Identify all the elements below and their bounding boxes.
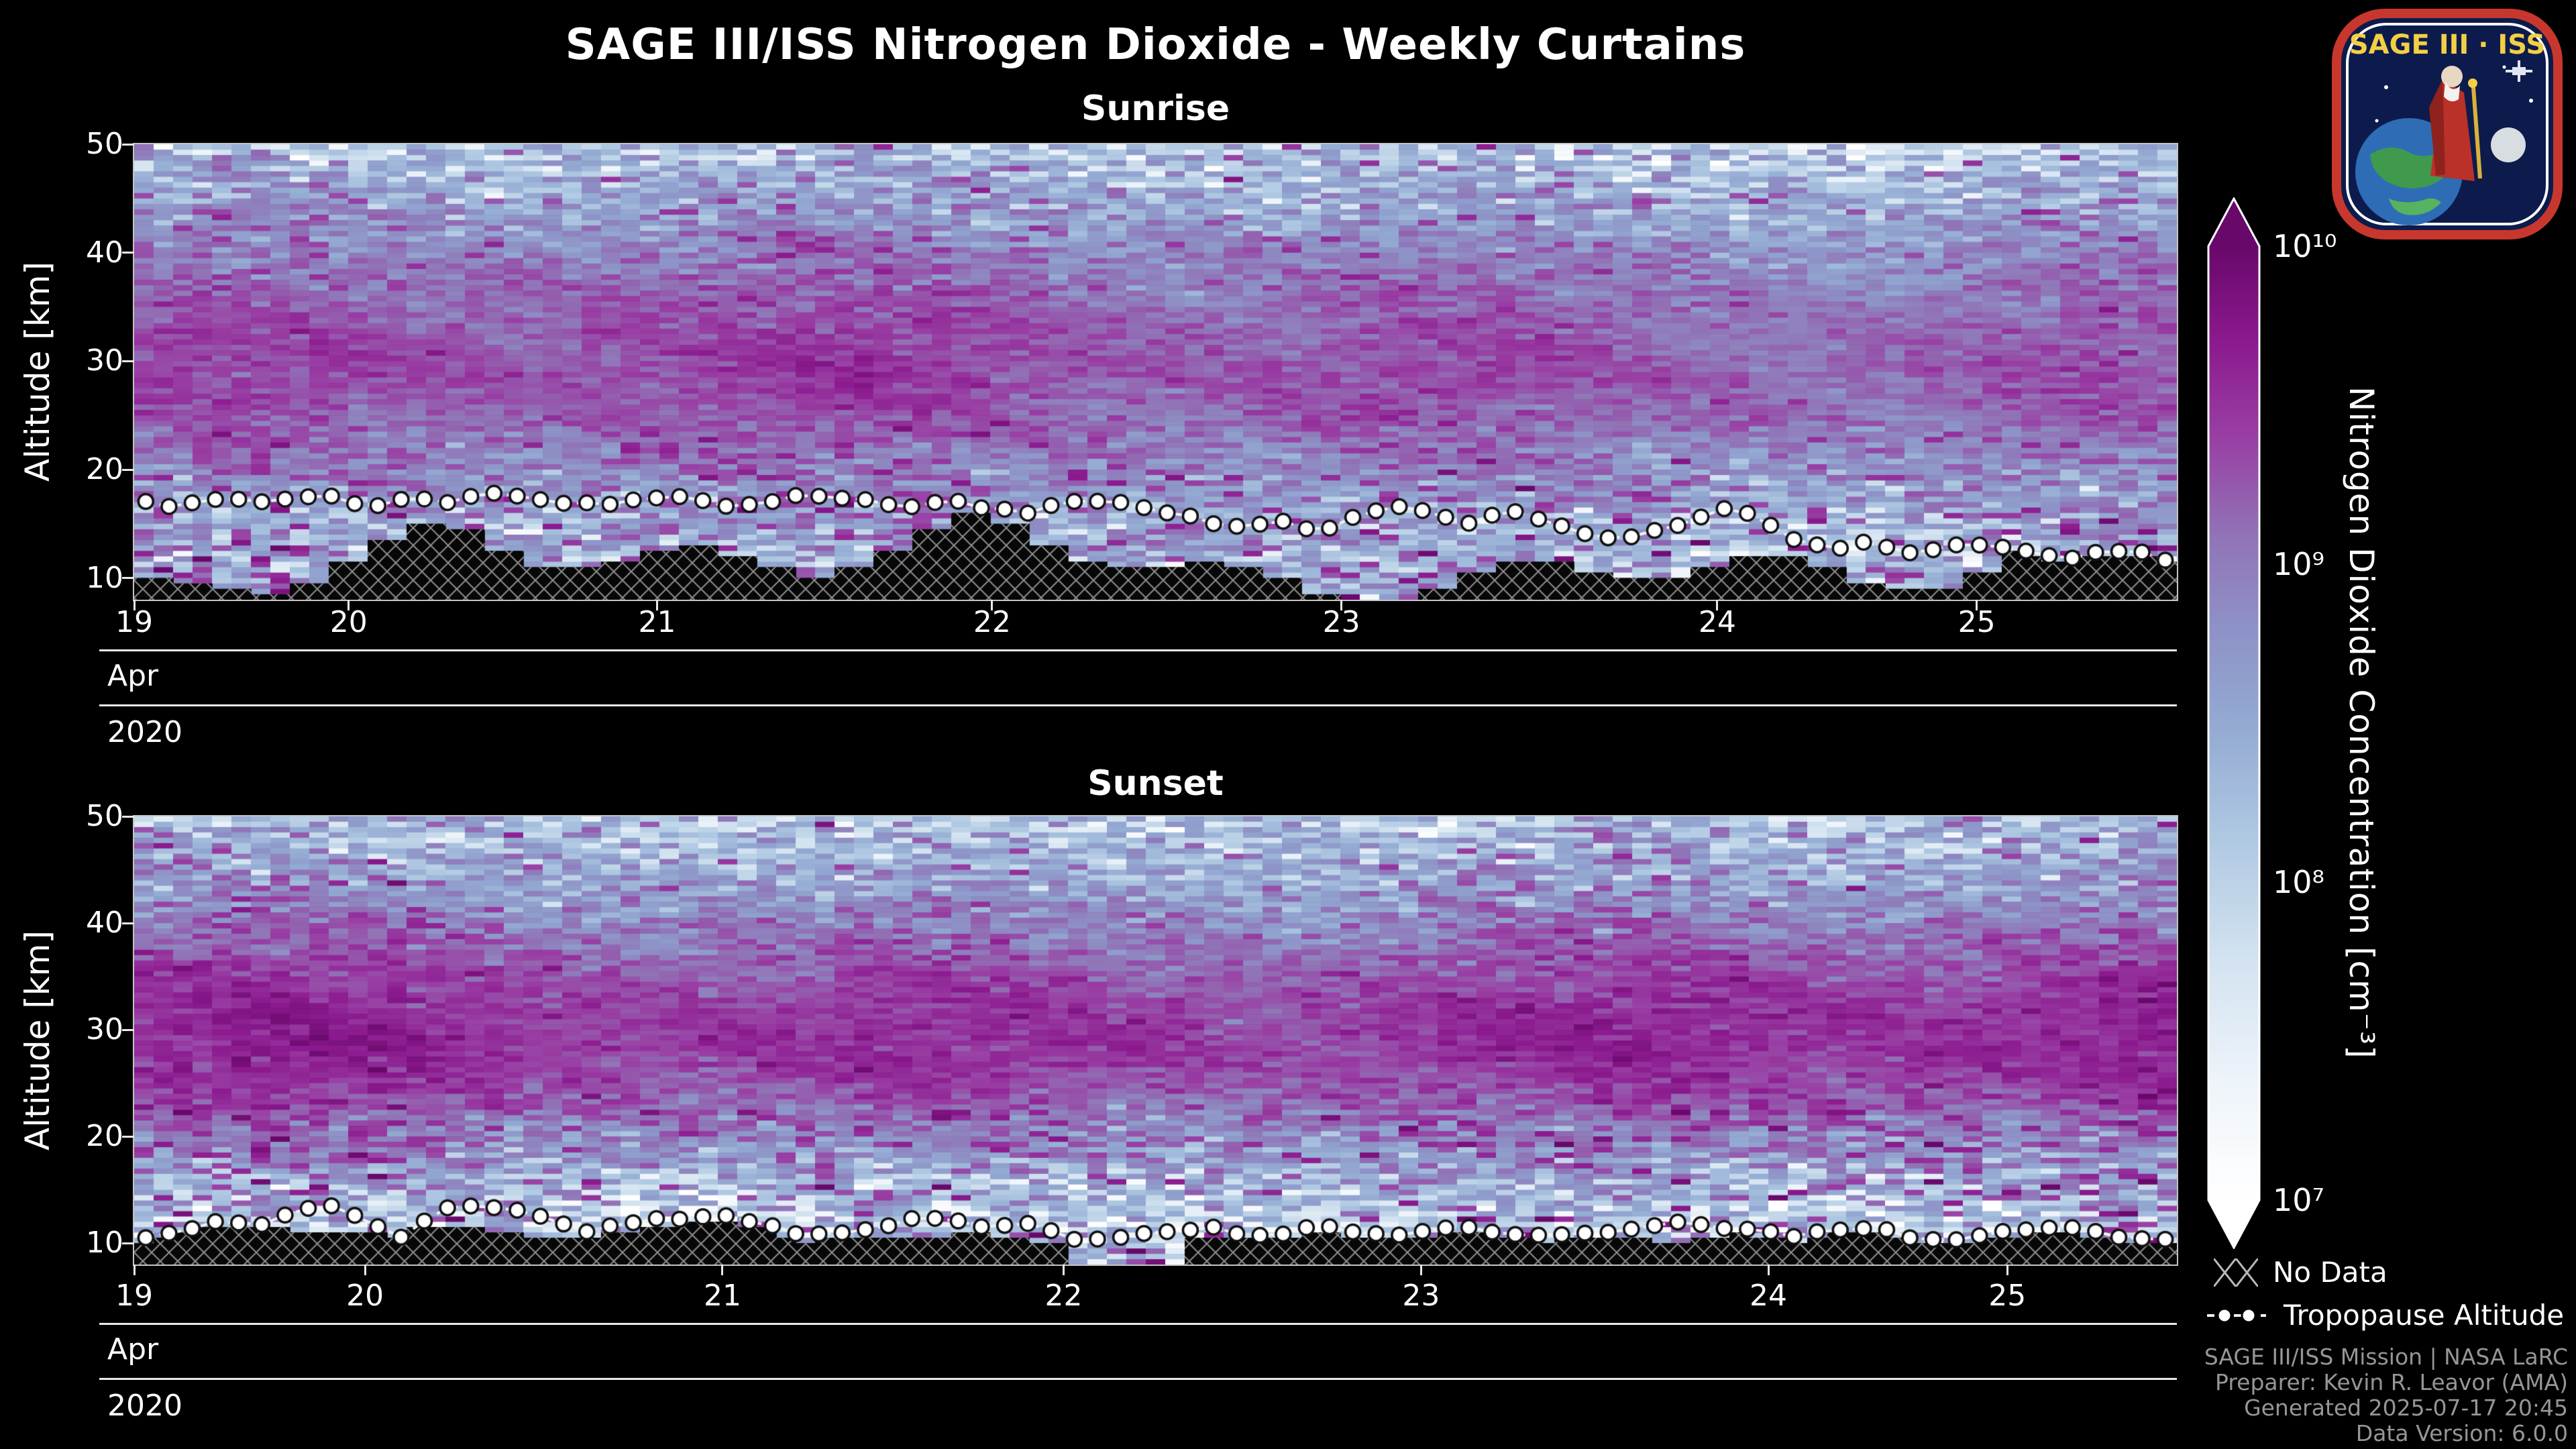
- iss-icon: [2506, 60, 2532, 82]
- sunrise-heatmap: [134, 144, 2177, 600]
- x-tick-mark: [1716, 600, 1719, 610]
- x-tick-label: 21: [703, 1279, 741, 1313]
- x-tick-label: 25: [1957, 605, 1996, 639]
- colorbar-tick-label: 10¹⁰: [2273, 228, 2337, 264]
- mission-logo: SAGE III · ISS: [2330, 7, 2565, 244]
- x-tick-label: 23: [1322, 605, 1360, 639]
- x-tick-mark: [2006, 1265, 2008, 1275]
- x-tick-label: 20: [329, 605, 368, 639]
- x-tick-mark: [656, 600, 659, 610]
- footer-line: Generated 2025-07-17 20:45: [2244, 1395, 2568, 1421]
- y-tick-mark: [122, 468, 134, 471]
- sunrise-title: Sunrise: [1081, 89, 1230, 129]
- sunset-heatmap: [134, 816, 2177, 1265]
- x-tick-mark: [1340, 600, 1343, 610]
- sunset-year-label: 2020: [107, 1389, 182, 1423]
- y-tick-label: 40: [86, 235, 123, 270]
- y-tick-mark: [122, 143, 134, 146]
- y-tick-label: 20: [86, 1119, 123, 1154]
- footer-line: SAGE III/ISS Mission | NASA LaRC: [2204, 1344, 2568, 1370]
- legend-tropopause: Tropopause Altitude: [2204, 1299, 2564, 1332]
- no-data-label: No Data: [2273, 1256, 2387, 1289]
- y-tick-label: 30: [86, 343, 123, 378]
- y-tick-mark: [122, 1028, 134, 1031]
- x-tick-mark: [347, 600, 350, 610]
- y-tick-mark: [122, 252, 134, 254]
- colorbar-label: Nitrogen Dioxide Concentration [cm⁻³]: [2342, 386, 2381, 1059]
- x-tick-label: 19: [115, 1279, 153, 1313]
- x-tick-label: 20: [346, 1279, 384, 1313]
- y-tick-mark: [122, 360, 134, 362]
- x-tick-label: 23: [1402, 1279, 1440, 1313]
- y-tick-label: 50: [86, 127, 123, 161]
- y-tick-mark: [122, 922, 134, 924]
- x-tick-mark: [991, 600, 994, 610]
- colorbar-tick-label: 10⁹: [2273, 546, 2324, 582]
- y-tick-mark: [122, 1242, 134, 1244]
- colorbar: [2207, 197, 2261, 1249]
- x-tick-mark: [1062, 1265, 1065, 1275]
- sunset-year-divider: [99, 1378, 2177, 1380]
- no-data-hatch-icon: [2214, 1258, 2258, 1287]
- tropopause-line-icon: [2207, 1307, 2266, 1323]
- y-tick-label: 30: [86, 1012, 123, 1047]
- moon-icon: [2491, 127, 2526, 162]
- x-tick-mark: [1419, 1265, 1422, 1275]
- y-tick-label: 20: [86, 452, 123, 486]
- y-tick-mark: [122, 577, 134, 580]
- x-tick-label: 21: [638, 605, 676, 639]
- x-tick-label: 22: [1044, 1279, 1083, 1313]
- footer-credits: SAGE III/ISS Mission | NASA LaRC Preparer…: [2204, 1344, 2568, 1446]
- x-tick-mark: [721, 1265, 724, 1275]
- logo-title: SAGE III · ISS: [2349, 30, 2545, 60]
- y-tick-label: 10: [86, 560, 123, 595]
- x-tick-label: 24: [1698, 605, 1736, 639]
- sunset-month-label: Apr: [107, 1332, 159, 1366]
- sunset-month-divider: [99, 1323, 2177, 1325]
- legend-no-data: No Data: [2214, 1256, 2387, 1289]
- footer-line: Data Version: 6.0.0: [2355, 1420, 2568, 1446]
- figure-icon: [2429, 66, 2482, 181]
- sunrise-year-label: 2020: [107, 715, 182, 749]
- colorbar-tick-label: 10⁷: [2273, 1182, 2324, 1218]
- y-tick-mark: [122, 815, 134, 818]
- x-tick-label: 22: [973, 605, 1011, 639]
- x-tick-mark: [133, 1265, 136, 1275]
- x-tick-mark: [133, 600, 136, 610]
- x-tick-label: 24: [1750, 1279, 1787, 1313]
- x-tick-label: 19: [115, 605, 153, 639]
- sunrise-month-divider: [99, 649, 2177, 651]
- y-tick-label: 40: [86, 906, 123, 941]
- tropopause-label: Tropopause Altitude: [2284, 1299, 2565, 1332]
- x-tick-mark: [1767, 1265, 1770, 1275]
- y-tick-mark: [122, 1135, 134, 1138]
- y-tick-label: 50: [86, 799, 123, 833]
- colorbar-tick-label: 10⁸: [2273, 864, 2324, 900]
- footer-line: Preparer: Kevin R. Leavor (AMA): [2215, 1369, 2568, 1395]
- x-tick-mark: [364, 1265, 366, 1275]
- x-tick-mark: [1976, 600, 1978, 610]
- sunrise-year-divider: [99, 704, 2177, 706]
- y-tick-label: 10: [86, 1226, 123, 1260]
- sunrise-month-label: Apr: [107, 659, 159, 693]
- sunset-title: Sunset: [1087, 763, 1224, 804]
- page-title: SAGE III/ISS Nitrogen Dioxide - Weekly C…: [565, 20, 1746, 70]
- x-tick-label: 25: [1988, 1279, 2027, 1313]
- mission-logo-art: SAGE III · ISS: [2332, 9, 2563, 239]
